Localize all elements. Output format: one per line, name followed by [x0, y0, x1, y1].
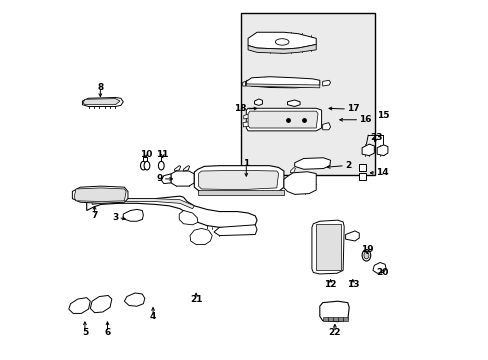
Polygon shape	[243, 122, 248, 127]
Polygon shape	[247, 111, 317, 128]
Text: 22: 22	[328, 328, 341, 337]
Polygon shape	[194, 166, 284, 194]
Ellipse shape	[144, 161, 149, 170]
Polygon shape	[72, 186, 128, 203]
Text: 8: 8	[97, 83, 103, 92]
Polygon shape	[90, 296, 112, 313]
Polygon shape	[376, 145, 387, 156]
Text: 17: 17	[346, 104, 359, 113]
Polygon shape	[294, 158, 330, 169]
Polygon shape	[338, 317, 342, 321]
Polygon shape	[198, 190, 284, 195]
Text: 9: 9	[156, 175, 163, 184]
Bar	[358, 173, 366, 180]
Polygon shape	[246, 108, 321, 131]
Bar	[358, 164, 366, 171]
Ellipse shape	[140, 161, 146, 170]
Text: 20: 20	[376, 268, 388, 277]
Polygon shape	[246, 84, 319, 88]
Text: 15: 15	[376, 111, 389, 120]
Polygon shape	[183, 166, 189, 171]
Polygon shape	[372, 262, 386, 273]
Text: 13: 13	[346, 280, 358, 289]
Polygon shape	[246, 77, 319, 88]
Text: 2: 2	[344, 161, 350, 170]
Ellipse shape	[158, 161, 164, 170]
Text: 4: 4	[149, 312, 156, 321]
Polygon shape	[198, 170, 278, 190]
Text: 21: 21	[189, 294, 202, 303]
Bar	[315, 225, 341, 270]
Text: 18: 18	[233, 104, 246, 113]
Polygon shape	[74, 188, 126, 202]
Polygon shape	[214, 225, 257, 235]
Text: 19: 19	[360, 246, 373, 255]
Text: 6: 6	[104, 328, 110, 337]
Polygon shape	[323, 317, 327, 321]
Text: 23: 23	[369, 133, 382, 142]
Ellipse shape	[362, 249, 370, 261]
Polygon shape	[161, 174, 171, 184]
Polygon shape	[290, 167, 295, 173]
Polygon shape	[322, 80, 330, 86]
Ellipse shape	[363, 252, 368, 259]
Text: 11: 11	[156, 150, 169, 159]
Polygon shape	[247, 32, 316, 49]
Text: 14: 14	[376, 168, 388, 177]
Polygon shape	[284, 172, 316, 194]
Polygon shape	[82, 98, 123, 107]
Polygon shape	[328, 317, 332, 321]
Polygon shape	[244, 114, 249, 119]
Text: 5: 5	[81, 328, 88, 337]
Polygon shape	[92, 199, 194, 209]
Polygon shape	[247, 44, 316, 53]
Polygon shape	[319, 301, 348, 321]
Polygon shape	[242, 81, 245, 86]
Polygon shape	[69, 298, 90, 314]
Text: 12: 12	[324, 280, 336, 289]
Polygon shape	[190, 228, 212, 244]
Text: 16: 16	[359, 115, 371, 124]
Polygon shape	[83, 99, 120, 105]
Polygon shape	[322, 123, 330, 130]
Polygon shape	[254, 99, 262, 105]
Polygon shape	[345, 231, 359, 241]
Polygon shape	[179, 211, 198, 225]
Text: 10: 10	[140, 150, 152, 159]
Polygon shape	[311, 220, 344, 274]
Polygon shape	[124, 293, 144, 306]
Ellipse shape	[275, 39, 288, 45]
Bar	[241, 13, 375, 175]
Text: 1: 1	[243, 159, 249, 168]
Polygon shape	[362, 144, 373, 156]
Polygon shape	[171, 171, 194, 186]
Polygon shape	[123, 210, 143, 221]
Polygon shape	[86, 196, 257, 228]
Polygon shape	[287, 100, 300, 107]
Text: 3: 3	[112, 213, 118, 222]
Polygon shape	[343, 317, 347, 321]
Polygon shape	[333, 317, 337, 321]
Text: 7: 7	[91, 211, 98, 220]
Polygon shape	[174, 166, 180, 171]
